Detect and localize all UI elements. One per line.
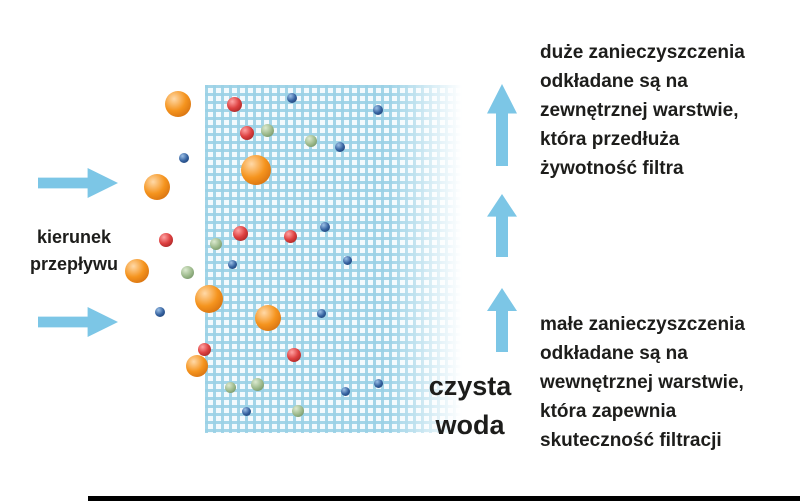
deposit-arrow-up-icon <box>487 194 517 257</box>
red-particle <box>197 342 211 356</box>
red-particle <box>283 229 297 243</box>
orange-particle <box>165 91 191 117</box>
red-particle <box>232 225 248 241</box>
green-particle <box>260 123 274 137</box>
red-particle <box>226 96 242 112</box>
flow-arrow-right-icon <box>38 307 118 337</box>
blue-particle <box>227 259 237 269</box>
deposit-arrow-up-icon <box>487 288 517 352</box>
blue-particle <box>320 222 330 232</box>
blue-particle <box>287 93 297 103</box>
blue-particle <box>155 307 165 317</box>
flow-direction-label: kierunek przepływu <box>29 227 118 274</box>
bottom-border <box>88 496 800 501</box>
orange-particle <box>241 155 271 185</box>
orange-particle <box>195 285 223 313</box>
inner-layer-note: małe zanieczyszczenia odkładane są na we… <box>540 314 745 451</box>
green-particle <box>180 265 194 279</box>
blue-particle <box>316 308 326 318</box>
flow-arrow-right-icon <box>38 168 118 198</box>
blue-particle <box>241 406 251 416</box>
orange-particle <box>125 259 149 283</box>
blue-particle <box>340 386 350 396</box>
outer-layer-note: duże zanieczyszczenia odkładane są na ze… <box>540 42 745 179</box>
orange-particle <box>255 305 281 331</box>
blue-particle <box>373 105 383 115</box>
blue-particle <box>179 153 189 163</box>
blue-particle <box>373 378 383 388</box>
red-particle <box>287 348 301 362</box>
blue-particle <box>335 142 345 152</box>
orange-particle <box>186 355 208 377</box>
green-particle <box>250 377 264 391</box>
deposit-arrow-up-icon <box>487 84 517 166</box>
clean-water-label: czysta woda <box>428 371 512 440</box>
red-particle <box>159 233 173 247</box>
orange-particle <box>144 174 170 200</box>
blue-particle <box>342 255 352 265</box>
red-particle <box>240 126 254 140</box>
green-particle <box>305 135 317 147</box>
green-particle <box>224 381 236 393</box>
green-particle <box>210 238 222 250</box>
green-particle <box>292 405 304 417</box>
